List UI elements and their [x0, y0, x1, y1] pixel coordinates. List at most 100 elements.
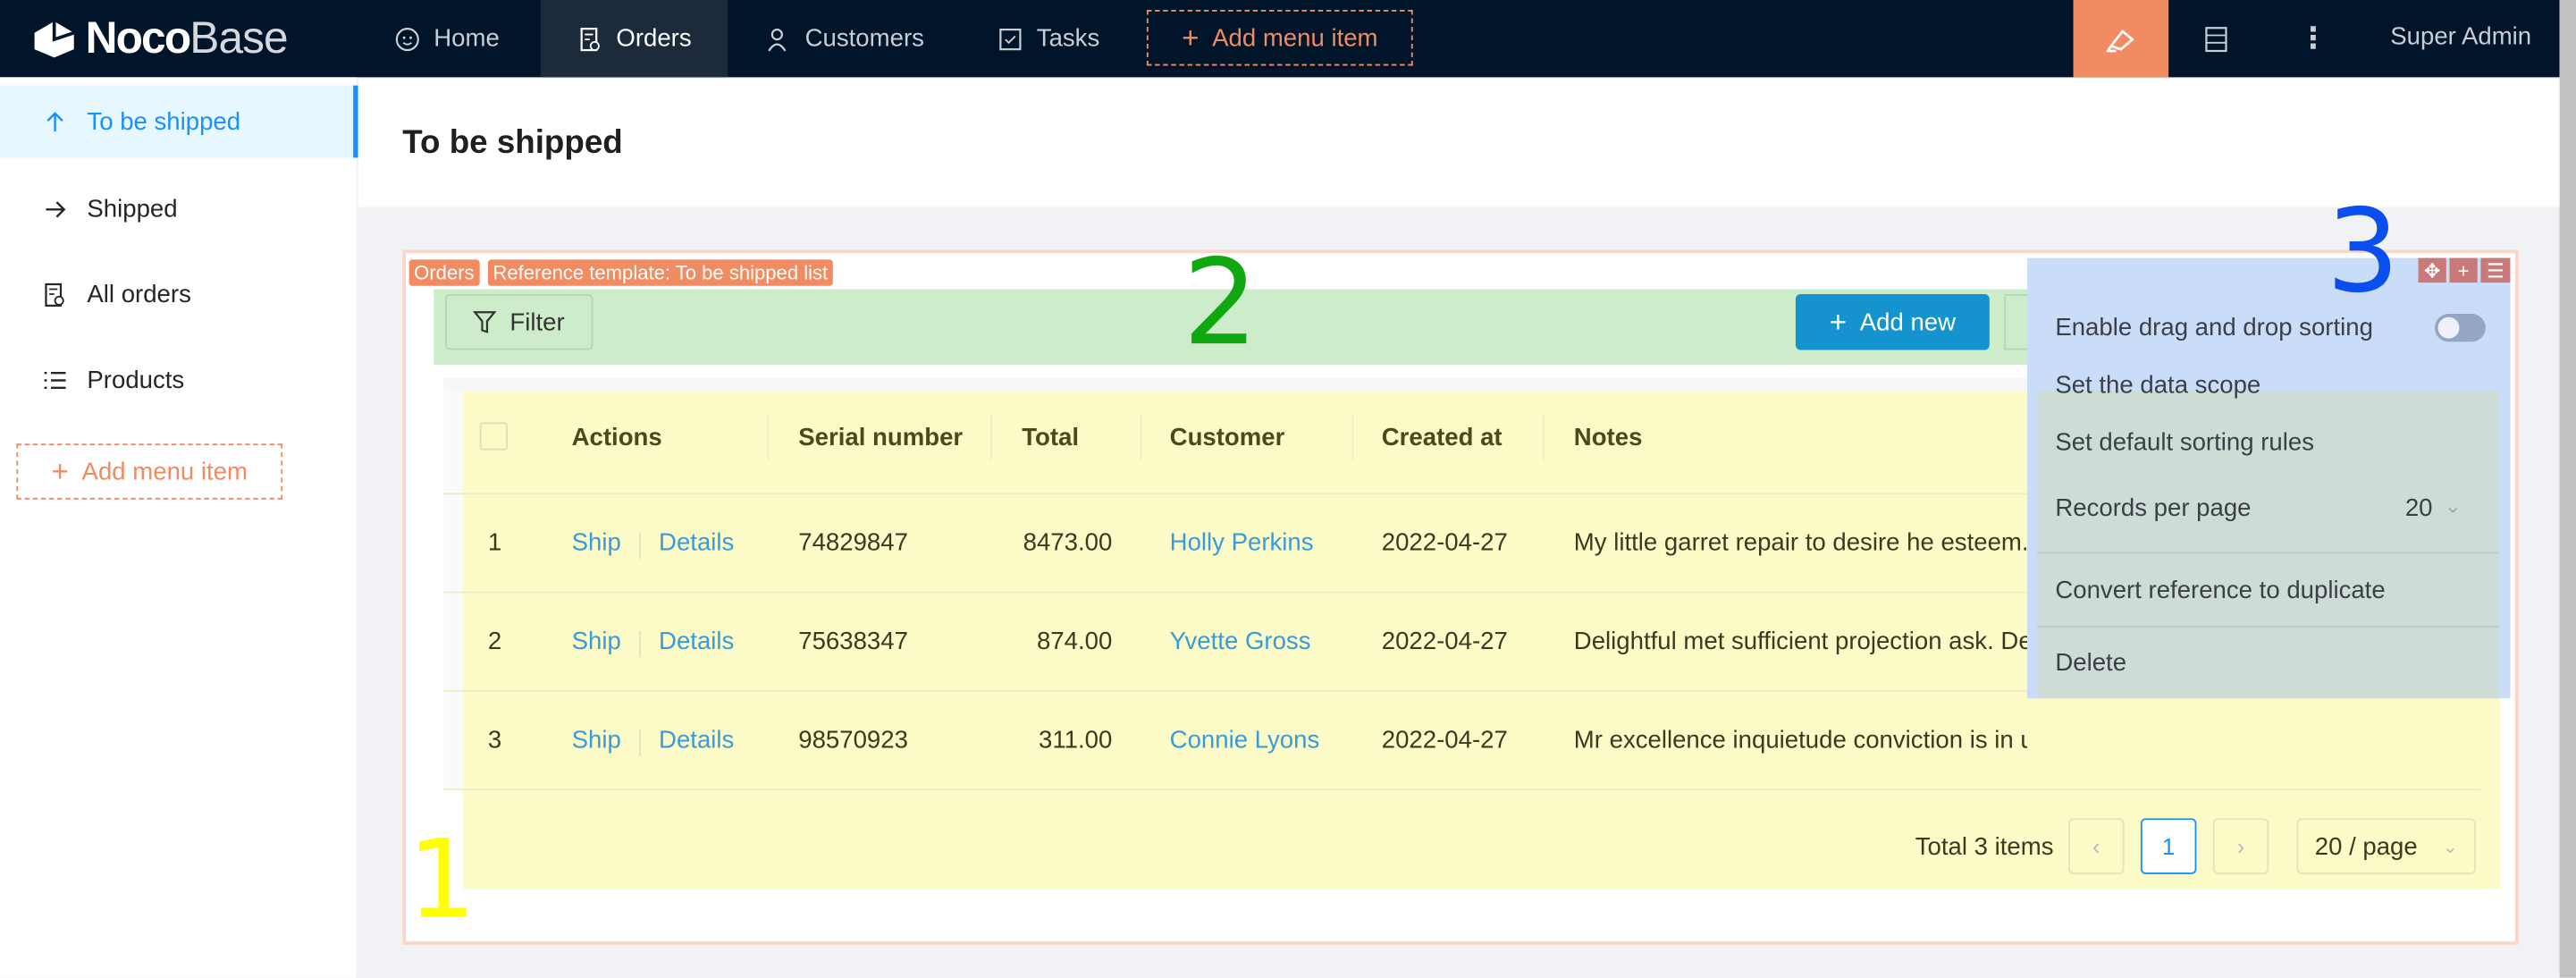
- column-header-created-at[interactable]: Created at: [1381, 424, 1503, 452]
- sidebar-item-label: All orders: [87, 280, 191, 308]
- page-header: [358, 79, 2560, 207]
- user-menu[interactable]: Super Admin: [2390, 22, 2532, 51]
- plus-icon: +: [1829, 304, 1848, 338]
- drag-move-icon[interactable]: ✥: [2418, 257, 2446, 283]
- sidebar-item-all-orders[interactable]: All orders: [0, 258, 357, 331]
- filter-label: Filter: [509, 308, 565, 336]
- page-title: To be shipped: [402, 124, 623, 162]
- row-divider: [443, 689, 2481, 692]
- serial-number-cell: 74829847: [798, 528, 908, 558]
- add-block-icon[interactable]: +: [2449, 257, 2478, 283]
- ship-link[interactable]: Ship: [571, 726, 621, 755]
- serial-number-cell: 75638347: [798, 628, 908, 656]
- nav-label: Customers: [804, 24, 924, 53]
- details-link[interactable]: Details: [659, 528, 735, 558]
- annotation-1: 1: [407, 816, 477, 944]
- customer-link[interactable]: Connie Lyons: [1169, 726, 1320, 755]
- more-icon[interactable]: ⋮: [2298, 21, 2328, 55]
- ship-link[interactable]: Ship: [571, 628, 621, 656]
- sidebar-item-label: Products: [87, 365, 185, 394]
- sidebar: [0, 77, 357, 978]
- file-check-icon: [580, 27, 601, 51]
- nav-label: Home: [434, 24, 500, 53]
- customer-link[interactable]: Yvette Gross: [1169, 628, 1311, 656]
- action-bar: [434, 289, 2038, 366]
- add-new-label: Add new: [1859, 308, 1957, 336]
- prev-page-button[interactable]: ‹: [2068, 818, 2125, 874]
- scrollbar[interactable]: [2559, 0, 2576, 978]
- notes-cell: Delightful met sufficient projection ask…: [1573, 628, 2027, 656]
- nav-customers[interactable]: Customers: [766, 0, 924, 77]
- filter-icon: [473, 311, 497, 333]
- action-divider: [638, 630, 641, 658]
- nav-home[interactable]: Home: [381, 0, 512, 77]
- sidebar-item-products[interactable]: Products: [0, 343, 357, 416]
- settings-dropdown-lower: [2037, 391, 2499, 699]
- serial-number-cell: 98570923: [798, 726, 908, 755]
- column-divider: [767, 414, 770, 460]
- file-check-icon: [45, 282, 64, 307]
- nav-label: Orders: [616, 24, 692, 53]
- created-at-cell: 2022-04-27: [1381, 628, 1508, 656]
- column-header-total[interactable]: Total: [1022, 424, 1080, 452]
- secondary-action-button[interactable]: [2004, 294, 2038, 350]
- logo-cube-icon: [34, 21, 75, 58]
- sidebar-item-shipped[interactable]: Shipped: [0, 173, 357, 245]
- customer-link[interactable]: Holly Perkins: [1169, 528, 1314, 558]
- total-cell: 874.00: [1036, 628, 1113, 656]
- collections-button[interactable]: [2168, 0, 2264, 77]
- column-header-serial-number[interactable]: Serial number: [798, 424, 964, 452]
- chevron-right-icon: ›: [2236, 832, 2245, 860]
- database-icon: [2205, 26, 2227, 52]
- menu-item-records-per-page[interactable]: Records per page: [2055, 494, 2252, 523]
- plus-icon: +: [1182, 20, 1200, 54]
- details-link[interactable]: Details: [659, 726, 735, 755]
- created-at-cell: 2022-04-27: [1381, 726, 1508, 755]
- column-divider: [990, 414, 993, 460]
- sidebar-add-menu-item-button[interactable]: + Add menu item: [16, 443, 283, 500]
- column-divider: [1542, 414, 1545, 460]
- drag-sort-toggle[interactable]: [2434, 314, 2486, 342]
- row-divider: [443, 493, 2481, 495]
- menu-item-drag-sort[interactable]: Enable drag and drop sorting: [2055, 314, 2373, 342]
- chevron-down-icon: ⌄: [2442, 837, 2458, 857]
- sidebar-item-to-be-shipped[interactable]: To be shipped: [0, 85, 358, 158]
- column-header-actions: Actions: [571, 424, 662, 452]
- add-menu-item-button[interactable]: + Add menu item: [1146, 10, 1413, 66]
- checkbox-icon: [999, 28, 1022, 50]
- notes-cell: My little garret repair to desire he est…: [1573, 528, 2028, 558]
- filter-button[interactable]: Filter: [445, 294, 593, 350]
- page-1-button[interactable]: 1: [2140, 818, 2197, 874]
- nav-orders[interactable]: Orders: [540, 0, 728, 78]
- menu-divider: [2037, 626, 2499, 628]
- action-divider: [638, 532, 641, 559]
- row-index: 2: [487, 628, 502, 656]
- column-header-customer[interactable]: Customer: [1169, 424, 1285, 452]
- settings-menu-icon[interactable]: ☰: [2480, 257, 2511, 283]
- next-page-button[interactable]: ›: [2212, 818, 2269, 874]
- page-size-select[interactable]: 20 / page ⌄: [2296, 818, 2476, 874]
- menu-item-default-sort[interactable]: Set default sorting rules: [2055, 428, 2314, 457]
- sidebar-item-label: To be shipped: [87, 107, 241, 136]
- menu-item-delete[interactable]: Delete: [2055, 649, 2127, 678]
- column-header-notes[interactable]: Notes: [1573, 424, 1643, 452]
- column-divider: [1351, 414, 1354, 460]
- add-menu-item-label: Add menu item: [1212, 23, 1378, 52]
- details-link[interactable]: Details: [659, 628, 735, 656]
- pagination-total: Total 3 items: [1915, 832, 2054, 862]
- ship-link[interactable]: Ship: [571, 528, 621, 558]
- sidebar-item-label: Shipped: [87, 194, 178, 223]
- menu-item-convert[interactable]: Convert reference to duplicate: [2055, 577, 2386, 605]
- annotation-2: 2: [1183, 232, 1259, 372]
- menu-item-data-scope[interactable]: Set the data scope: [2055, 371, 2261, 400]
- menu-divider: [2037, 552, 2499, 554]
- nav-tasks[interactable]: Tasks: [998, 0, 1099, 77]
- records-per-page-value[interactable]: 20: [2404, 494, 2433, 523]
- select-all-checkbox[interactable]: [479, 422, 508, 451]
- add-new-button[interactable]: + Add new: [1795, 294, 1990, 350]
- arrow-right-icon: [46, 200, 66, 217]
- users-icon: [768, 28, 787, 51]
- total-cell: 8473.00: [1023, 528, 1113, 558]
- row-divider: [443, 591, 2481, 594]
- ui-editor-button[interactable]: [2073, 0, 2169, 78]
